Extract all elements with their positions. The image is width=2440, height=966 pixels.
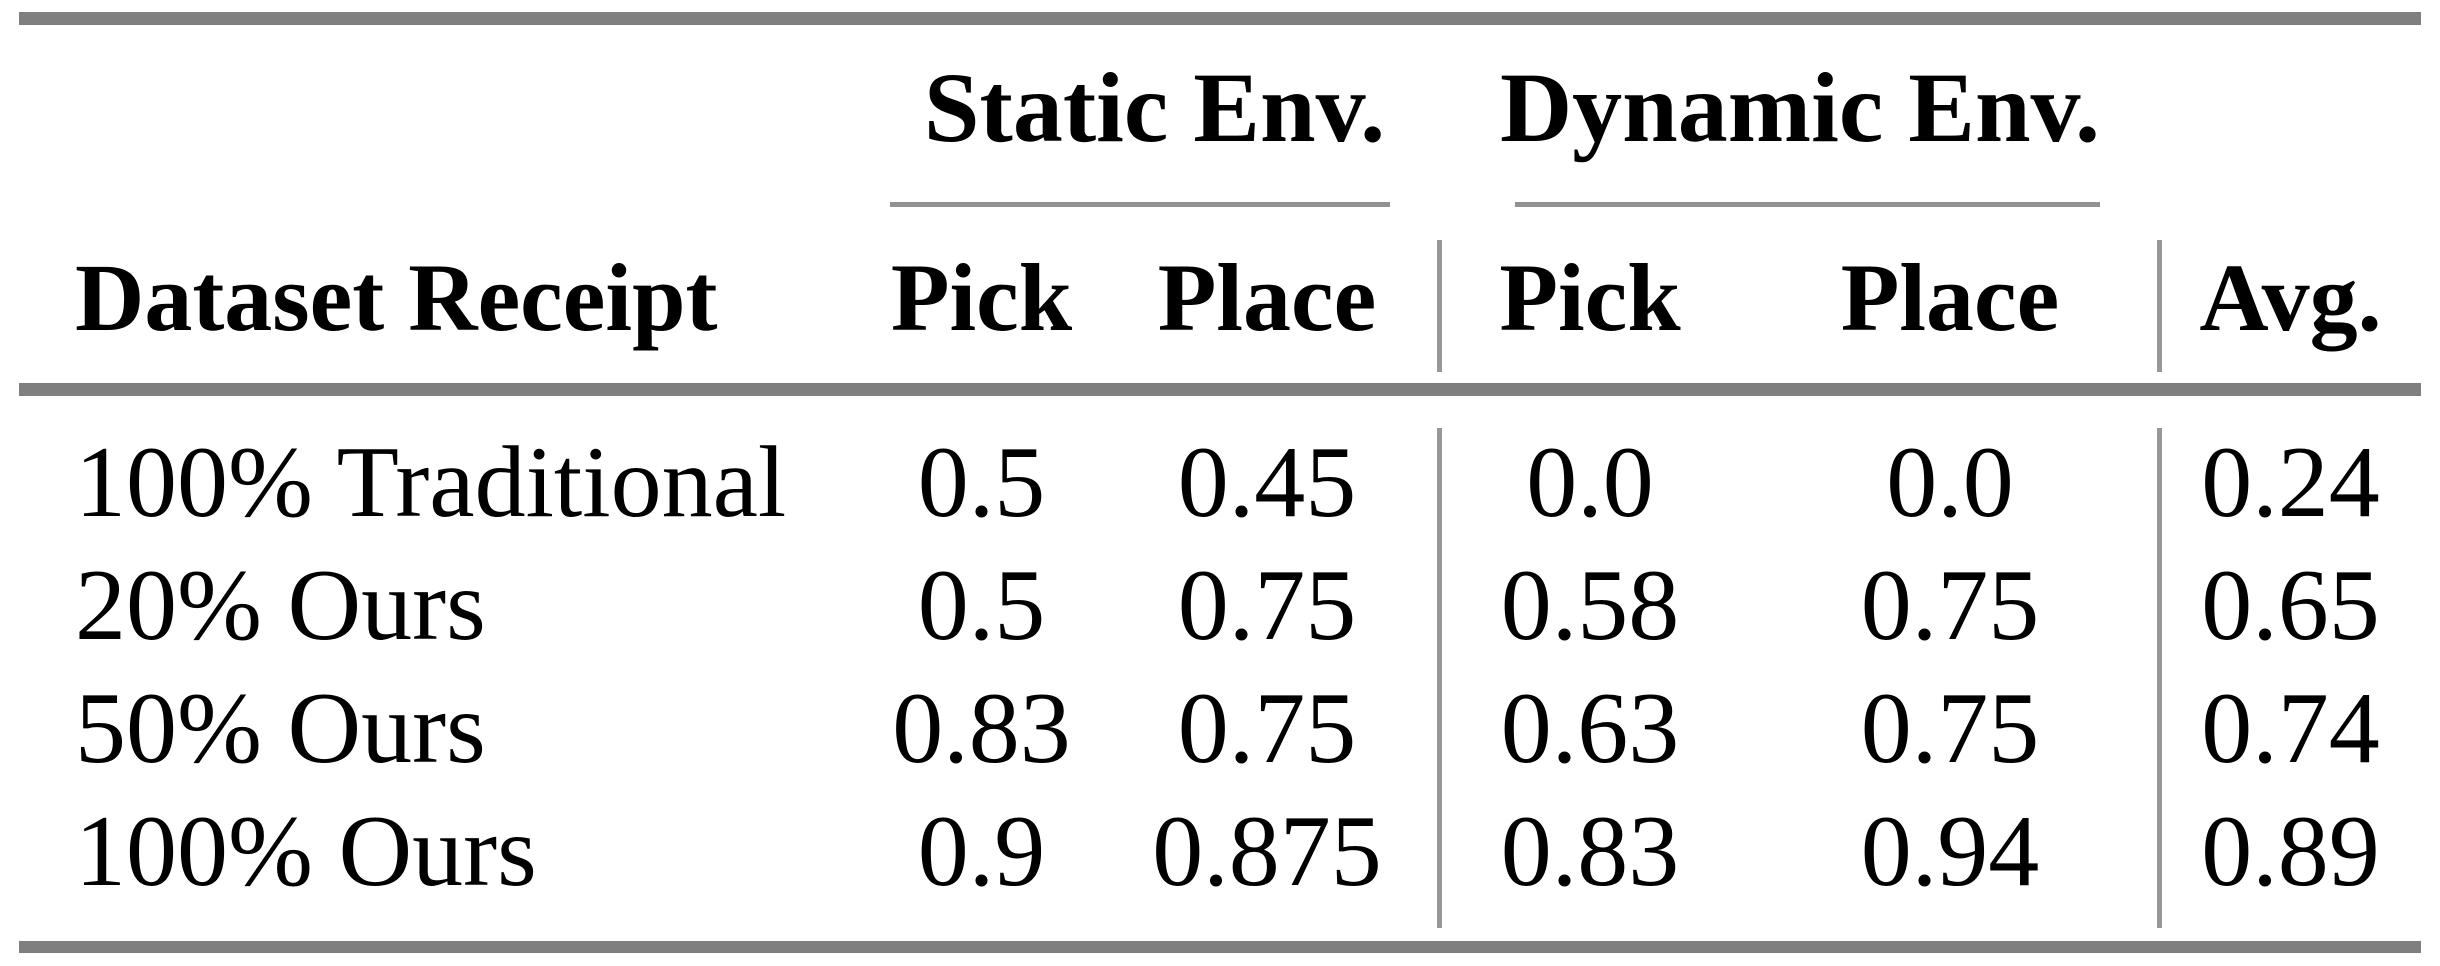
cell-dynamic-place: 0.94 [1860, 795, 2040, 908]
cell-avg: 0.65 [2201, 549, 2380, 662]
header-static-pick: Pick [890, 244, 1073, 351]
row-label-20pct-ours: 20% Ours [75, 549, 486, 662]
vertical-separator-2-body [2157, 428, 2162, 928]
cell-static-place: 0.875 [1152, 795, 1382, 908]
header-dynamic-place: Place [1840, 244, 2060, 351]
header-dynamic-pick: Pick [1499, 244, 1681, 351]
cell-static-pick: 0.5 [917, 426, 1046, 539]
cell-static-pick: 0.83 [892, 672, 1071, 785]
cell-avg: 0.89 [2201, 795, 2380, 908]
row-label-100pct-ours: 100% Ours [75, 795, 537, 908]
table-top-rule [19, 12, 2421, 25]
cell-dynamic-pick: 0.63 [1500, 672, 1680, 785]
cell-avg: 0.74 [2201, 672, 2380, 785]
cell-static-place: 0.75 [1177, 672, 1357, 785]
cell-static-pick: 0.9 [917, 795, 1046, 908]
row-label-50pct-ours: 50% Ours [75, 672, 486, 785]
row-label-100pct-traditional: 100% Traditional [75, 426, 787, 539]
cell-static-pick: 0.5 [917, 549, 1046, 662]
header-dataset-receipt: Dataset Receipt [75, 244, 718, 351]
cell-dynamic-place: 0.75 [1860, 549, 2040, 662]
cell-dynamic-place: 0.0 [1886, 426, 2014, 539]
column-group-static-env: Static Env. [923, 52, 1386, 163]
table-bottom-rule [19, 941, 2421, 953]
vertical-separator-2-header [2157, 240, 2162, 372]
vertical-separator-1-header [1437, 240, 1442, 372]
static-env-cmidrule [890, 202, 1390, 207]
dynamic-env-cmidrule [1515, 202, 2100, 207]
column-group-dynamic-env: Dynamic Env. [1499, 52, 2101, 163]
header-static-place: Place [1157, 244, 1377, 351]
table-header-rule [19, 383, 2421, 396]
cell-dynamic-pick: 0.58 [1500, 549, 1680, 662]
cell-dynamic-place: 0.75 [1860, 672, 2040, 785]
cell-static-place: 0.75 [1177, 549, 1357, 662]
cell-dynamic-pick: 0.0 [1526, 426, 1654, 539]
cell-static-place: 0.45 [1177, 426, 1357, 539]
vertical-separator-1-body [1437, 428, 1442, 928]
cell-dynamic-pick: 0.83 [1500, 795, 1680, 908]
header-avg: Avg. [2199, 244, 2382, 351]
cell-avg: 0.24 [2201, 426, 2380, 539]
